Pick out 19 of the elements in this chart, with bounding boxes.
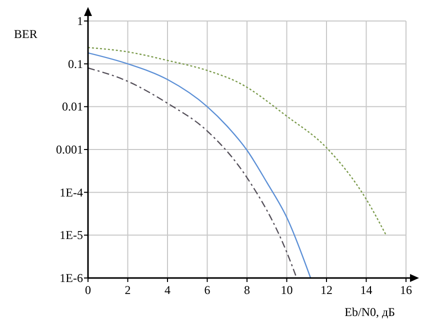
line-series	[88, 46, 387, 236]
y-tick-label: 1	[77, 14, 83, 28]
x-tick-label: 4	[164, 283, 170, 297]
y-tick-label: 1E-4	[60, 185, 83, 200]
y-axis-title: BER	[14, 27, 38, 41]
x-tick-label: 2	[124, 283, 131, 297]
y-tick-label: 0.001	[56, 142, 83, 156]
x-tick-label: 8	[244, 283, 250, 297]
x-tick-label: 14	[360, 283, 372, 297]
x-tick-label: 16	[400, 283, 412, 297]
x-axis-title: Eb/N0, дБ	[344, 305, 396, 319]
x-tick-label: 6	[204, 283, 210, 297]
x-tick-label: 10	[280, 283, 293, 297]
x-tick-label: 12	[320, 283, 332, 297]
y-tick-label: 0.1	[68, 56, 83, 71]
y-tick-label: 0.01	[62, 100, 83, 114]
y-tick-label: 1E-5	[60, 228, 83, 242]
x-tick-label: 0	[85, 283, 91, 297]
y-tick-label: 1E-6	[60, 271, 83, 285]
